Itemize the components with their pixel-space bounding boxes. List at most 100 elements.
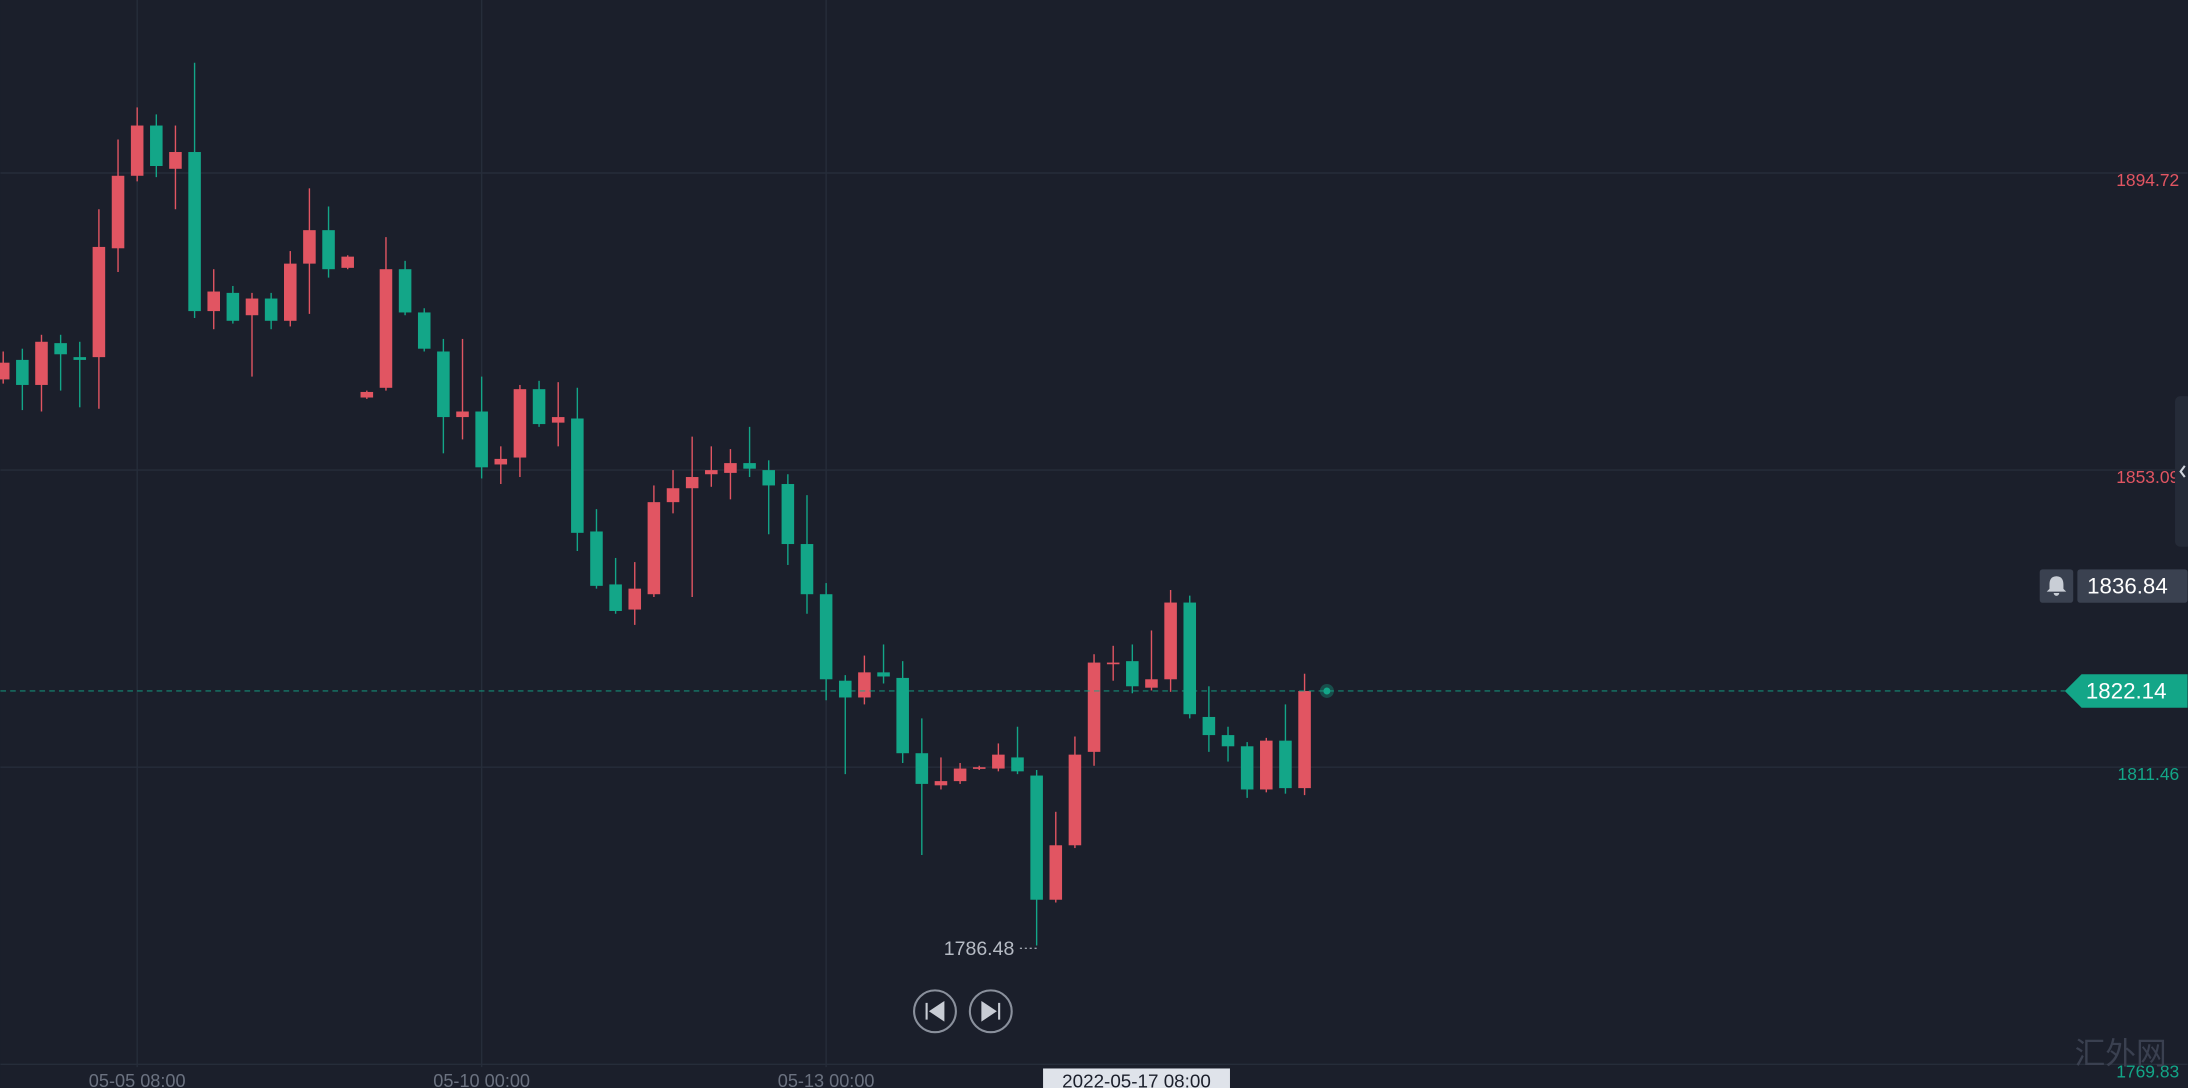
last-price-dot xyxy=(1323,687,1331,695)
side-panel-toggle[interactable] xyxy=(2175,396,2188,547)
candle-body xyxy=(1260,740,1273,790)
candle-body xyxy=(169,152,182,169)
y-tick-label: 1811.46 xyxy=(2118,764,2180,784)
candle-body xyxy=(150,125,163,167)
candle-body xyxy=(475,411,488,468)
candle-body xyxy=(762,470,775,486)
candle-body xyxy=(0,362,10,380)
candle-body xyxy=(685,477,699,489)
candle-body xyxy=(858,672,871,698)
alert-price-label: 1836.84 xyxy=(2087,573,2168,598)
candles xyxy=(0,62,1311,946)
candle-body xyxy=(73,357,87,360)
alert-bell-icon[interactable] xyxy=(2046,576,2067,596)
candle-body xyxy=(571,418,584,533)
candle-body xyxy=(111,175,125,249)
candle-body xyxy=(207,291,221,312)
next-button[interactable] xyxy=(968,989,1013,1034)
candle-body xyxy=(1298,690,1311,789)
low-label: 1786.48 xyxy=(944,938,1015,960)
candle-body xyxy=(360,391,374,398)
candle-body xyxy=(896,677,909,754)
previous-button[interactable] xyxy=(913,989,957,1034)
candle-body xyxy=(609,584,622,611)
candle-body xyxy=(551,417,565,423)
candle-body xyxy=(724,463,737,473)
last-price-label: 1822.14 xyxy=(2086,678,2167,703)
chevron-icon[interactable] xyxy=(2179,465,2186,478)
candle-body xyxy=(264,298,278,321)
y-tick-label: 1894.72 xyxy=(2116,170,2179,190)
x-tick-label: 05-05 08:00 xyxy=(89,1071,186,1088)
candle-body xyxy=(1183,602,1197,715)
candle-body xyxy=(1145,679,1158,688)
candle-body xyxy=(494,458,508,465)
previous-icon[interactable] xyxy=(925,1000,945,1022)
candle-body xyxy=(819,594,833,680)
candle-body xyxy=(322,230,335,270)
candle-body xyxy=(417,312,431,349)
candle-body xyxy=(54,343,67,355)
candle-body xyxy=(992,754,1005,769)
last-price-tag xyxy=(2064,674,2188,708)
candle-body xyxy=(781,484,795,545)
candle-body xyxy=(35,341,48,385)
candle-body xyxy=(1106,662,1120,665)
candle-body xyxy=(1011,757,1024,772)
candle-body xyxy=(705,470,718,475)
candle-body xyxy=(437,351,450,418)
candle-body xyxy=(1030,775,1043,900)
candle-body xyxy=(666,488,680,503)
candle-body xyxy=(398,269,412,313)
candle-body xyxy=(743,463,756,469)
candle-body xyxy=(532,389,546,425)
candle-body xyxy=(456,411,469,418)
next-icon[interactable] xyxy=(981,1000,1001,1022)
candle-body xyxy=(1068,754,1082,846)
candle-body xyxy=(1164,602,1177,680)
crosshair-label-box xyxy=(1043,1068,1230,1088)
x-tick-label: 05-13 00:00 xyxy=(778,1071,875,1088)
candle-body xyxy=(16,359,29,385)
candle-body xyxy=(915,753,929,784)
candle-body xyxy=(1221,735,1235,747)
candle-body xyxy=(1126,661,1139,687)
candle-body xyxy=(934,781,948,786)
candle-body xyxy=(647,502,661,595)
candle-body xyxy=(188,152,201,312)
candle-body xyxy=(341,256,354,268)
previous-button-circle[interactable] xyxy=(913,989,957,1034)
candle-body xyxy=(1240,746,1254,790)
candle-body xyxy=(1202,716,1216,736)
y-tick-label: 1853.09 xyxy=(2116,467,2179,487)
candle-body xyxy=(800,544,814,595)
candle-body xyxy=(838,680,852,698)
candle-body xyxy=(590,531,603,586)
candle-body xyxy=(226,292,240,321)
overlays: 1894.72 1853.09 1811.46 1769.83 05-05 08:00 0… xyxy=(0,170,2188,1088)
crosshair-x-label: 2022-05-17 08:00 xyxy=(1062,1070,1211,1088)
candle-body xyxy=(972,767,986,769)
candle-body xyxy=(513,389,527,458)
candle-body xyxy=(283,263,297,321)
candle-body xyxy=(379,269,393,388)
x-tick-label: 05-10 00:00 xyxy=(433,1071,530,1088)
candle-body xyxy=(628,588,642,610)
playback-controls xyxy=(913,989,1013,1034)
candle-body xyxy=(92,246,106,358)
next-button-circle[interactable] xyxy=(968,989,1013,1034)
candle-body xyxy=(1279,740,1292,789)
watermark: 汇外网 xyxy=(2075,1036,2167,1071)
candle-body xyxy=(245,298,259,316)
candle-body xyxy=(953,768,967,782)
candle-body xyxy=(1049,845,1063,900)
y-tick-label: 1769.83 xyxy=(2116,1061,2179,1081)
candle-body xyxy=(130,125,144,176)
candle-body xyxy=(1087,662,1101,752)
candle-body xyxy=(877,672,890,677)
candle-body xyxy=(303,230,316,264)
